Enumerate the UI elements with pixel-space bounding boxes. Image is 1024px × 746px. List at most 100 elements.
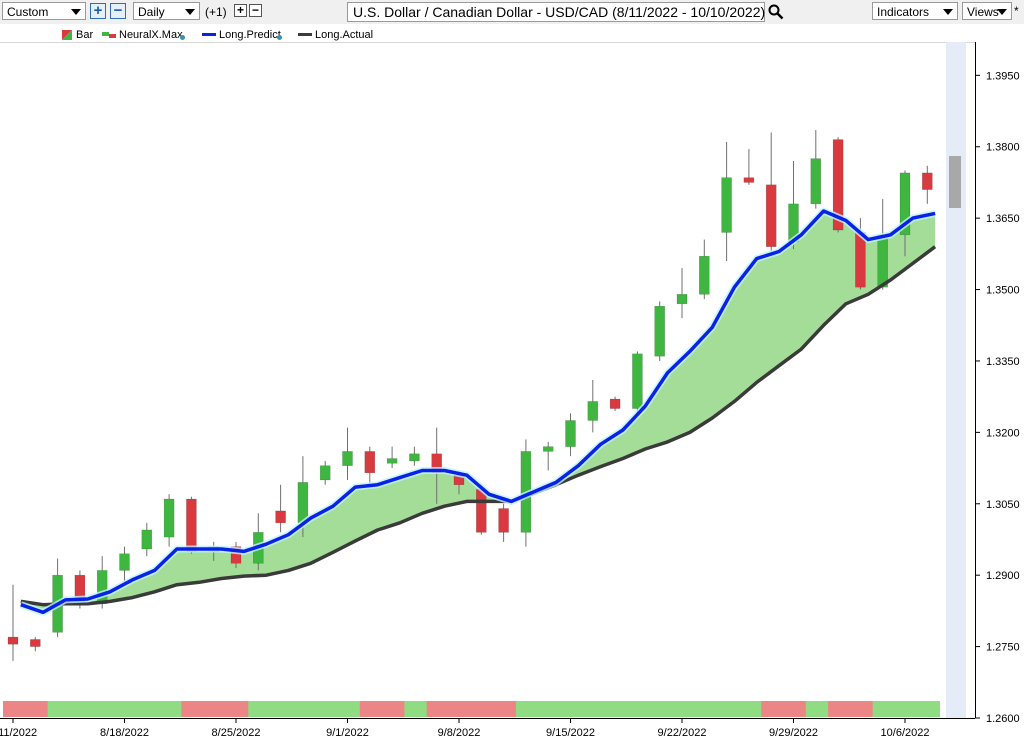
candle-body <box>565 420 576 447</box>
zoom-in-button[interactable]: + <box>90 3 106 19</box>
candle <box>765 132 777 257</box>
y-tick-label: 1.2750 <box>986 642 1020 654</box>
symbol-title[interactable]: U.S. Dollar / Canadian Dollar - USD/CAD … <box>347 2 765 22</box>
series-long-predict-line <box>20 209 936 615</box>
signal-band-segment <box>805 701 829 717</box>
candle-body <box>409 453 420 462</box>
signal-band-segment <box>850 701 874 717</box>
legend-actual[interactable]: Long.Actual <box>315 29 374 41</box>
views-select[interactable]: Views <box>962 2 1012 20</box>
signal-band-segment <box>560 701 584 717</box>
candle-body <box>297 482 309 524</box>
candle <box>141 522 153 557</box>
neuralx-settings-dot-icon[interactable] <box>180 35 185 40</box>
search-icon[interactable] <box>768 4 784 20</box>
signal-band-segment <box>471 701 494 717</box>
signal-band-segment <box>159 701 182 717</box>
candle-body <box>609 398 621 409</box>
series-long-actual-line <box>20 245 937 607</box>
candle-body <box>899 172 911 236</box>
signal-band-segment <box>47 701 71 717</box>
candle-body <box>498 508 509 533</box>
signal-band-segment <box>359 701 383 717</box>
candle-body <box>342 451 353 466</box>
candle <box>409 446 420 466</box>
signal-band-segment <box>895 701 918 717</box>
signal-band-segment <box>203 701 227 717</box>
y-tick-label: 1.3500 <box>986 285 1020 297</box>
plus-icon: + <box>93 2 103 19</box>
candle <box>119 546 130 585</box>
signal-band-segment <box>627 701 651 717</box>
x-tick-label: 8/18/2022 <box>100 727 149 739</box>
period-select[interactable]: Custom <box>2 2 86 20</box>
signal-band-segment <box>783 701 807 717</box>
signal-band-segment <box>538 701 561 717</box>
candle-body <box>96 570 108 604</box>
plus-icon: + <box>236 3 244 17</box>
candle-body <box>453 474 465 485</box>
signal-band-segment <box>515 701 539 717</box>
candle-body <box>922 172 933 190</box>
offset-decrease-button[interactable]: − <box>249 4 262 17</box>
signal-band-segment <box>226 701 249 717</box>
signal-band-segment <box>493 701 517 717</box>
signal-band-segment <box>114 701 138 717</box>
toolbar: Custom + − Daily (+1) + − U.S. Dollar / … <box>0 0 1024 24</box>
signal-band-segment <box>872 701 896 717</box>
legend-neuralx[interactable]: NeuralX.Max <box>119 29 183 41</box>
candle <box>899 170 911 257</box>
candle <box>788 161 799 250</box>
predict-settings-dot-icon[interactable] <box>277 35 282 40</box>
signal-band-segment <box>69 701 93 717</box>
offset-increase-button[interactable]: + <box>234 4 247 17</box>
candle-body <box>230 546 242 564</box>
y-tick-label: 1.3350 <box>986 356 1020 368</box>
signal-band-segment <box>404 701 428 717</box>
signal-band-segment <box>582 701 606 717</box>
candle <box>364 446 376 485</box>
candle <box>565 413 576 457</box>
candle-body <box>632 353 643 409</box>
candle <box>632 351 643 414</box>
chevron-down-icon <box>185 9 195 15</box>
candle <box>810 130 822 209</box>
views-label: Views <box>967 5 999 19</box>
candle-body <box>676 294 688 305</box>
x-tick-label: 9/29/2022 <box>769 727 818 739</box>
candle <box>587 380 599 433</box>
y-tick-label: 1.3650 <box>986 213 1020 225</box>
zoom-out-button[interactable]: − <box>110 3 126 19</box>
candle <box>297 456 309 538</box>
candle-body <box>386 458 398 464</box>
candle <box>542 441 554 471</box>
actual-legend-icon <box>298 33 312 36</box>
scroll-strip[interactable] <box>946 42 966 718</box>
signal-band-segment <box>248 701 271 717</box>
signal-band-segment <box>761 701 784 717</box>
legend-predict[interactable]: Long.Predict <box>219 29 281 41</box>
scroll-thumb[interactable] <box>949 156 961 208</box>
candle <box>453 470 465 495</box>
candle-body <box>163 498 175 538</box>
modified-marker: * <box>1014 4 1019 18</box>
candle <box>275 484 286 533</box>
candle-body <box>587 401 599 421</box>
candle <box>721 141 732 261</box>
signal-band-segment <box>25 701 48 717</box>
signal-band-segment <box>181 701 205 717</box>
minus-icon: − <box>251 3 259 17</box>
signal-band-segment <box>92 701 115 717</box>
legend-bar[interactable]: Bar <box>76 29 94 41</box>
indicators-label: Indicators <box>877 5 930 19</box>
signal-band-segment <box>449 701 472 717</box>
candle <box>476 484 487 535</box>
candle-body <box>654 305 665 357</box>
candle <box>186 496 197 554</box>
candle-body <box>810 158 822 205</box>
candle <box>163 494 175 547</box>
signal-band-segment <box>738 701 762 717</box>
indicators-select[interactable]: Indicators <box>872 2 958 20</box>
interval-select[interactable]: Daily <box>133 2 200 20</box>
